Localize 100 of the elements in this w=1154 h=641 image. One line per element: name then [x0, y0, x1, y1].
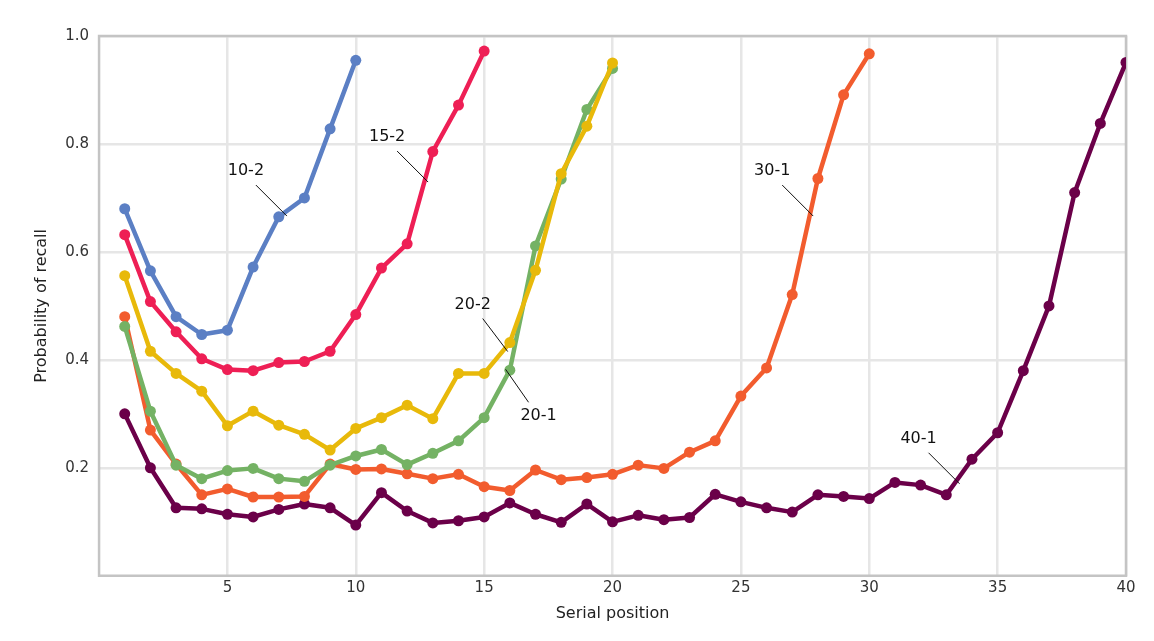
point: [427, 413, 439, 425]
point: [375, 412, 387, 424]
point: [375, 443, 387, 455]
point: [221, 465, 233, 477]
point: [144, 462, 156, 474]
point: [427, 517, 439, 529]
point: [298, 475, 310, 487]
point: [555, 474, 567, 486]
point: [119, 320, 131, 332]
y-tick-label: 0.4: [65, 349, 90, 368]
point: [273, 357, 285, 369]
point: [966, 453, 978, 465]
point: [273, 503, 285, 515]
point: [530, 464, 542, 476]
point: [581, 120, 593, 132]
point: [478, 481, 490, 493]
point: [298, 192, 310, 204]
point: [812, 173, 824, 185]
point: [581, 103, 593, 115]
y-tick-label: 0.8: [65, 133, 90, 152]
point: [196, 385, 208, 397]
point: [298, 428, 310, 440]
point: [196, 329, 208, 341]
point: [555, 516, 567, 528]
point: [427, 447, 439, 459]
point: [607, 57, 619, 69]
point: [273, 491, 285, 503]
point: [196, 503, 208, 515]
point: [273, 419, 285, 431]
point: [761, 362, 773, 374]
point: [375, 487, 387, 499]
point: [221, 324, 233, 336]
point: [452, 435, 464, 447]
annotation: 20-2: [454, 293, 491, 313]
point: [247, 405, 259, 417]
point: [170, 311, 182, 323]
point: [684, 512, 696, 523]
point: [196, 473, 208, 485]
point: [401, 238, 413, 250]
point: [144, 296, 156, 308]
point: [452, 468, 464, 480]
x-tick-label: 10: [346, 577, 366, 596]
point: [940, 489, 952, 501]
point: [658, 462, 670, 474]
point: [247, 261, 259, 273]
point: [478, 511, 490, 523]
point: [170, 326, 182, 338]
annotation: 10-2: [227, 160, 265, 180]
point: [684, 446, 696, 458]
point: [427, 146, 439, 158]
x-tick-label: 5: [222, 577, 233, 596]
point: [607, 516, 619, 528]
point: [350, 422, 362, 434]
x-axis-title: Serial position: [555, 602, 670, 622]
point: [504, 497, 516, 509]
x-tick-label: 15: [474, 577, 494, 596]
point: [735, 390, 747, 402]
y-tick-label: 0.2: [65, 457, 90, 476]
point: [144, 345, 156, 357]
point: [452, 367, 464, 379]
point: [247, 491, 259, 503]
point: [350, 450, 362, 462]
point: [350, 463, 362, 475]
point: [247, 462, 259, 474]
point: [478, 367, 490, 379]
point: [119, 229, 131, 241]
point: [324, 444, 336, 456]
point: [144, 265, 156, 277]
point: [273, 211, 285, 223]
y-tick-label: 1.0: [65, 25, 90, 44]
point: [992, 427, 1004, 439]
point: [1043, 300, 1055, 312]
x-tick-label: 40: [1116, 577, 1136, 596]
point: [555, 168, 567, 180]
point: [581, 498, 593, 510]
point: [119, 203, 131, 215]
y-axis-title: Probability of recall: [30, 229, 50, 383]
point: [401, 399, 413, 411]
annotation: 20-1: [520, 405, 557, 425]
point: [350, 519, 362, 531]
point: [658, 514, 670, 526]
point: [709, 488, 721, 500]
point: [838, 490, 850, 502]
point: [786, 506, 798, 518]
point: [350, 54, 362, 66]
point: [221, 420, 233, 432]
point: [478, 45, 490, 57]
point: [530, 264, 542, 276]
point: [144, 405, 156, 417]
point: [427, 473, 439, 485]
point: [1069, 187, 1081, 199]
point: [863, 493, 875, 505]
point: [247, 365, 259, 377]
point: [221, 364, 233, 376]
point: [1094, 117, 1106, 129]
point: [273, 473, 285, 485]
point: [452, 99, 464, 111]
point: [221, 508, 233, 520]
point: [298, 356, 310, 367]
point: [375, 463, 387, 475]
